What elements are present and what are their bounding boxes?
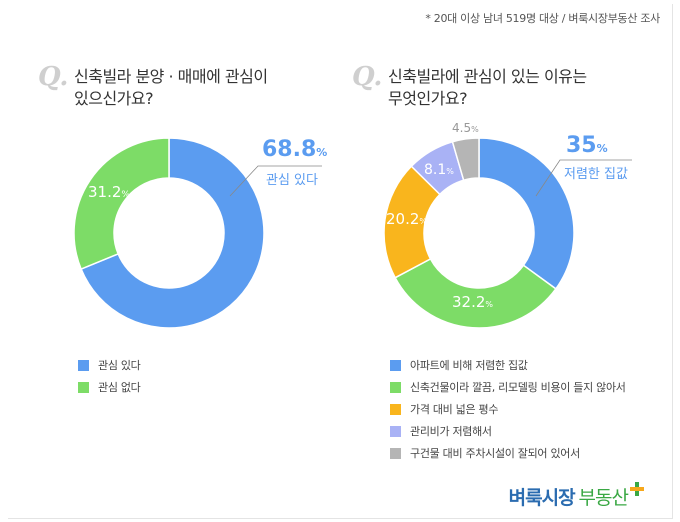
- right-question-line2: 무엇인가요?: [388, 89, 468, 108]
- reason-slice-label-1: 32.2%: [452, 293, 493, 311]
- reason-legend-label-4: 구건물 대비 주차시설이 잘되어 있어서: [410, 447, 580, 460]
- infographic-frame: [8, 4, 673, 519]
- reason-callout-label: 저렴한 집값: [564, 167, 628, 182]
- interest-slice-0: [80, 137, 265, 329]
- interest-legend-swatch-1: [78, 381, 89, 393]
- reason-legend-label-0: 아파트에 비해 저렴한 집값: [410, 359, 528, 372]
- reason-legend-swatch-1: [390, 381, 401, 393]
- reason-legend-label-3: 관리비가 저렴해서: [410, 425, 492, 438]
- left-question: 신축빌라 분양 · 매매에 관심이 있으신가요?: [74, 66, 284, 110]
- logo-plus-icon: [630, 482, 644, 496]
- interest-callout-line: [229, 165, 322, 197]
- reason-slice-0: [478, 137, 575, 290]
- reason-legend-item-1: 신축건물이라 깔끔, 리모델링 비용이 들지 않아서: [390, 376, 626, 398]
- reason-slice-4: [451, 137, 480, 182]
- q-mark-left: Q.: [38, 62, 69, 92]
- reason-slice-label-2: 20.2%: [386, 210, 427, 228]
- reason-legend-swatch-3: [390, 425, 401, 437]
- reason-callout-line: [535, 159, 632, 197]
- reason-legend-swatch-2: [390, 403, 401, 415]
- interest-callout-value: 68.8%: [262, 137, 327, 162]
- reason-slice-label-4: 4.5%: [452, 121, 479, 135]
- reason-callout-value: 35%: [566, 133, 608, 158]
- reason-legend-swatch-0: [390, 359, 401, 371]
- logo-sub-text: 부동산: [578, 487, 629, 509]
- reason-legend-item-4: 구건물 대비 주차시설이 잘되어 있어서: [390, 442, 626, 464]
- reason-legend-label-2: 가격 대비 넓은 평수: [410, 403, 499, 416]
- reason-slice-label-3: 8.1%: [424, 162, 454, 178]
- interest-no-value-label: 31.2%: [88, 183, 130, 201]
- interest-legend-item-1: 관심 없다: [78, 376, 141, 398]
- reason-legend-swatch-4: [390, 447, 401, 459]
- interest-legend-swatch-0: [78, 359, 89, 371]
- reason-legend-item-3: 관리비가 저렴해서: [390, 420, 626, 442]
- interest-legend-label-1: 관심 없다: [98, 381, 141, 394]
- interest-legend-label-0: 관심 있다: [98, 359, 141, 372]
- reason-legend-item-2: 가격 대비 넓은 평수: [390, 398, 626, 420]
- q-mark-right: Q.: [352, 62, 383, 92]
- brand-logo: 벼룩시장 부동산: [508, 482, 644, 510]
- logo-main-text: 벼룩시장: [508, 487, 576, 509]
- right-question-line1: 신축빌라에 관심이 있는 이유는: [388, 67, 587, 86]
- reason-legend-label-1: 신축건물이라 깔끔, 리모델링 비용이 들지 않아서: [410, 381, 626, 394]
- left-question-line1: 신축빌라 분양 · 매매에 관심이: [74, 67, 268, 86]
- interest-legend-item-0: 관심 있다: [78, 354, 141, 376]
- reason-slice-1: [394, 257, 557, 329]
- reason-legend-item-0: 아파트에 비해 저렴한 집값: [390, 354, 626, 376]
- right-question: 신축빌라에 관심이 있는 이유는 무엇인가요?: [388, 66, 628, 110]
- survey-source-note: * 20대 이상 남녀 519명 대상 / 벼룩시장부동산 조사: [425, 12, 660, 25]
- interest-slice-1: [73, 137, 170, 271]
- left-question-line2: 있으신가요?: [74, 89, 154, 108]
- interest-callout-label: 관심 있다: [266, 173, 318, 188]
